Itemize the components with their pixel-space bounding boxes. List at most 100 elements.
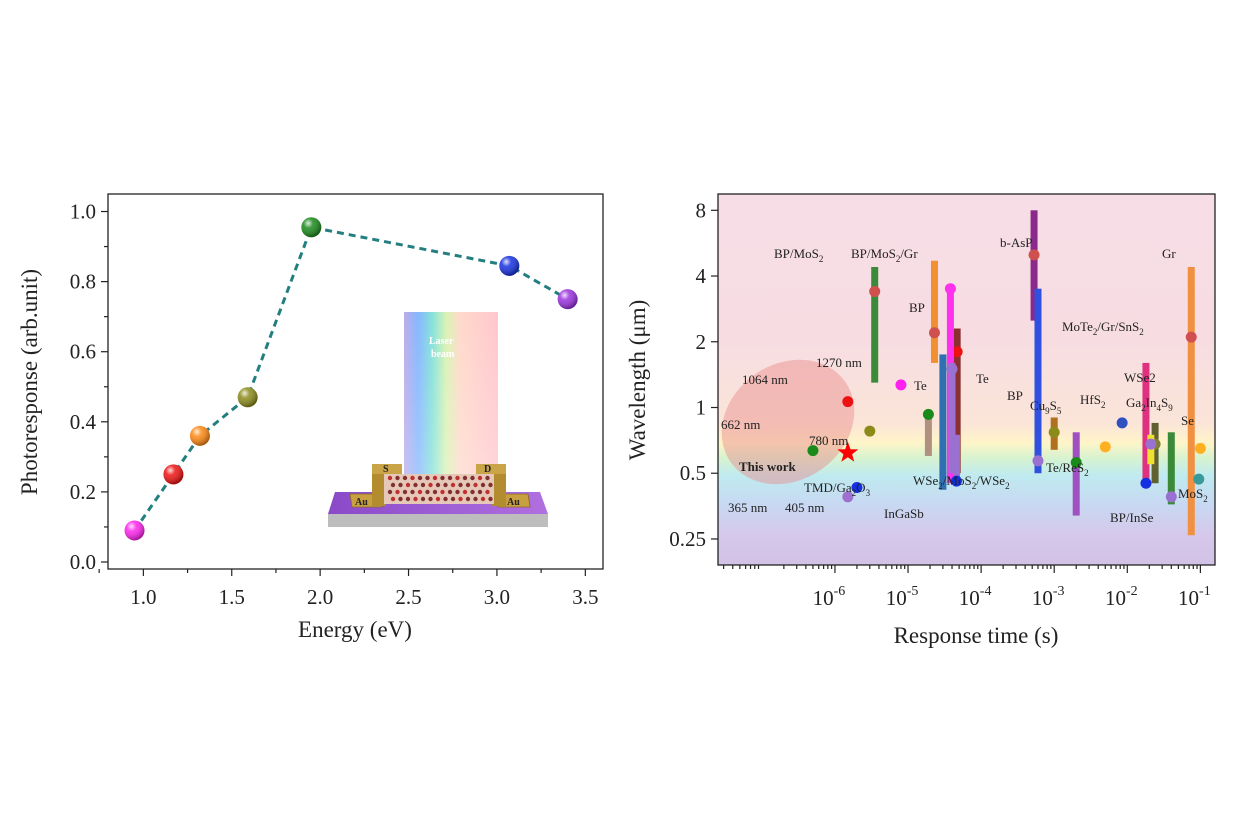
lattice-atom	[485, 475, 490, 481]
reference-range-bar	[871, 266, 879, 383]
laser-beam-label-line2: beam	[431, 349, 455, 360]
label-mote2-gr-sns2: MoTe2/Gr/SnS2	[1062, 319, 1144, 337]
lattice-atom	[428, 496, 433, 502]
lattice-atom	[473, 482, 478, 488]
right-y-tick-label: 0.5	[680, 461, 706, 485]
label-this-work: This work	[739, 459, 796, 474]
right-y-tick-label: 0.25	[669, 527, 706, 551]
label-ingasb: InGaSb	[884, 506, 924, 521]
label-780nm: 780 nm	[809, 433, 848, 448]
this-work-point	[851, 482, 863, 494]
label-te-res2: Te/ReS2	[1046, 460, 1089, 478]
source-cap	[372, 464, 402, 474]
lattice-atom	[477, 489, 483, 495]
lattice-atom	[443, 496, 448, 502]
drain-cap	[476, 464, 506, 474]
lattice-atom	[465, 482, 471, 488]
drain-pillar	[492, 470, 506, 506]
left-x-axis: 1.0 1.5 2.0 2.5 3.0 3.5	[98, 569, 598, 609]
left-x-tick-label: 2.5	[395, 585, 421, 609]
left-y-tick-label: 0.4	[70, 410, 97, 434]
reference-range-bar	[1151, 422, 1159, 484]
right-plot-frame	[717, 193, 1216, 566]
laser-beam-glow	[404, 312, 498, 480]
reference-range-bar	[1072, 432, 1080, 516]
lattice-atom	[435, 496, 441, 502]
right-y-tick-label: 2	[696, 330, 707, 354]
lattice-atom	[417, 475, 423, 481]
reference-point	[1032, 455, 1044, 467]
reference-point	[1165, 491, 1177, 503]
lattice-atom	[405, 482, 411, 488]
right-x-tick-label: 10-4	[959, 584, 992, 610]
lattice-atom	[387, 475, 393, 481]
label-1064nm: 1064 nm	[742, 372, 788, 387]
reference-range-bar	[948, 362, 956, 474]
lattice-atom	[402, 475, 408, 481]
lattice-atom	[455, 475, 460, 481]
left-y-tick-label: 0.0	[70, 550, 96, 574]
lattice-atom	[428, 482, 433, 488]
label-gr: Gr	[1162, 246, 1176, 261]
reference-point	[1185, 331, 1197, 343]
photoresponse-series	[124, 217, 578, 541]
reference-point	[1145, 438, 1157, 450]
lattice-atom	[485, 489, 490, 495]
label-tmd-ga2o3: TMD/Ga2O3	[804, 480, 871, 498]
lattice-atom	[390, 482, 396, 488]
lattice-atom	[417, 489, 423, 495]
reference-point	[951, 346, 963, 358]
label-te-2: Te	[976, 371, 989, 386]
lattice-atom	[462, 475, 468, 481]
this-work-point	[864, 425, 876, 437]
left-y-tick-label: 0.2	[70, 480, 96, 504]
reference-point	[1070, 456, 1082, 468]
this-work-region	[721, 359, 855, 485]
device-inset: Laser beam S D Au Au	[328, 312, 548, 527]
lattice-atom	[395, 475, 400, 481]
reference-point	[869, 285, 881, 297]
right-x-tick-label: 10-5	[886, 584, 919, 610]
label-bp-inse: BP/InSe	[1110, 510, 1154, 525]
reference-range-bar	[1187, 266, 1195, 536]
lattice-atom	[447, 489, 453, 495]
right-y-tick-label: 1	[696, 396, 707, 420]
right-x-tick-label: 10-1	[1178, 584, 1211, 610]
right-y-tick-label: 4	[696, 264, 707, 288]
substrate-base	[328, 514, 548, 527]
lattice-atom	[450, 496, 456, 502]
reference-marks	[869, 210, 1206, 536]
reference-range-bar	[1142, 362, 1150, 488]
reference-point	[928, 327, 940, 339]
lattice-atom	[480, 482, 486, 488]
reference-point	[944, 283, 956, 295]
wavelength-response-chart: 10-6 10-5 10-4 10-3 10-2 10-1 0.25 0.5 1 2 4 8 Res…	[625, 193, 1216, 648]
lattice-atom	[440, 475, 445, 481]
lattice-atom	[473, 496, 478, 502]
left-y-axis: 0.0 0.2 0.4 0.6 0.8 1.0	[70, 200, 108, 574]
label-ga2in4s9: Ga2In4S9	[1126, 395, 1173, 413]
left-x-tick-label: 2.0	[307, 585, 333, 609]
photoresponse-point-shade	[301, 217, 322, 238]
right-plot-background	[718, 194, 1215, 565]
label-bp-2: BP	[1007, 388, 1023, 403]
reference-point	[1193, 473, 1205, 485]
lattice-atom	[413, 496, 418, 502]
lattice-atom	[432, 475, 438, 481]
annotations: BP/MoS2 BP/MoS2/Gr b-AsP Gr BP Te Te BP …	[721, 235, 1208, 525]
label-mos2: MoS2	[1178, 486, 1208, 504]
reference-range-bar	[953, 328, 961, 474]
label-bp-mos2: BP/MoS2	[774, 246, 823, 264]
left-y-tick-label: 0.6	[70, 340, 96, 364]
photoresponse-chart: 1.0 1.5 2.0 2.5 3.0 3.5 0.0 0.2 0.4 0.6 0.8 1.0 En…	[17, 193, 604, 642]
this-work-point	[842, 396, 854, 408]
photoresponse-point-shade	[163, 464, 184, 485]
lattice-atom	[402, 489, 408, 495]
lattice-atom	[420, 482, 426, 488]
label-365nm: 365 nm	[728, 500, 767, 515]
reference-point	[1140, 477, 1152, 489]
laser-beam-label-line1: Laser	[429, 336, 454, 347]
lattice-atom	[420, 496, 426, 502]
label-wse2-mos2-wse2: WSe2/MoS2/WSe2	[913, 473, 1010, 491]
